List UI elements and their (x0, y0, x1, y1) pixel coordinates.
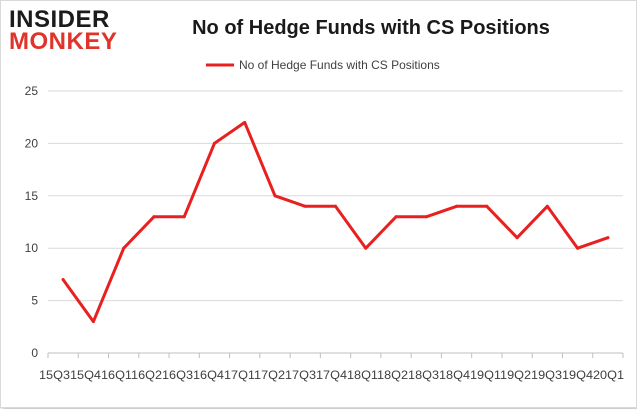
data-point (182, 215, 186, 219)
data-point (545, 204, 549, 208)
logo-line-1: INSIDER (9, 6, 110, 33)
data-point (152, 215, 156, 219)
data-point (515, 236, 519, 240)
data-point (212, 141, 216, 145)
chart-title: No of Hedge Funds with CS Positions (192, 17, 550, 39)
gridlines (48, 90, 623, 354)
y-tick-label: 25 (25, 84, 39, 98)
y-tick-label: 5 (31, 294, 38, 308)
legend-label: No of Hedge Funds with CS Positions (239, 58, 440, 72)
data-point (424, 215, 428, 219)
y-tick-label: 0 (31, 346, 38, 360)
data-point (394, 215, 398, 219)
data-point (485, 204, 489, 208)
y-tick-label: 10 (25, 241, 39, 255)
y-tick-label: 15 (25, 189, 39, 203)
data-point (91, 320, 95, 324)
x-axis: 15Q315Q416Q116Q216Q316Q417Q117Q217Q317Q4… (39, 353, 624, 382)
x-tick-labels: 15Q315Q416Q116Q216Q316Q417Q117Q217Q317Q4… (39, 368, 624, 382)
data-point (606, 236, 610, 240)
data-point (122, 246, 126, 250)
y-axis-ticks: 0 5 10 15 20 25 (25, 84, 39, 360)
legend: No of Hedge Funds with CS Positions (206, 58, 440, 72)
data-point (243, 120, 247, 124)
data-point (61, 278, 65, 282)
data-point (455, 204, 459, 208)
data-point (273, 194, 277, 198)
series-line (61, 120, 610, 324)
data-point (576, 246, 580, 250)
data-point (334, 204, 337, 208)
insider-monkey-logo: INSIDER MONKEY (9, 6, 119, 55)
data-point (303, 204, 307, 208)
logo-line-2: MONKEY (9, 28, 118, 55)
data-point (364, 246, 368, 250)
series-group (61, 120, 610, 324)
y-tick-label: 20 (25, 136, 39, 150)
